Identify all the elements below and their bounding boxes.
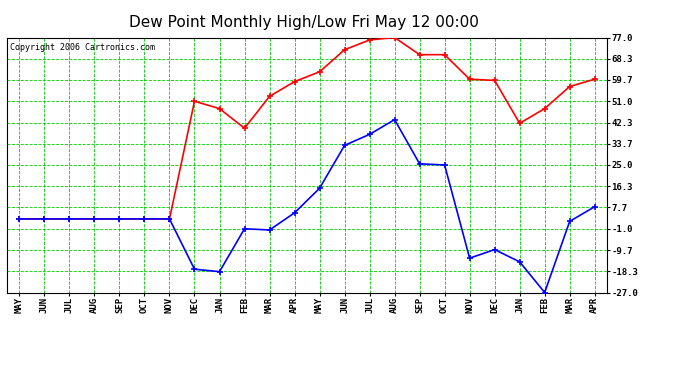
Text: Copyright 2006 Cartronics.com: Copyright 2006 Cartronics.com	[10, 43, 155, 52]
Text: Dew Point Monthly High/Low Fri May 12 00:00: Dew Point Monthly High/Low Fri May 12 00…	[128, 15, 479, 30]
